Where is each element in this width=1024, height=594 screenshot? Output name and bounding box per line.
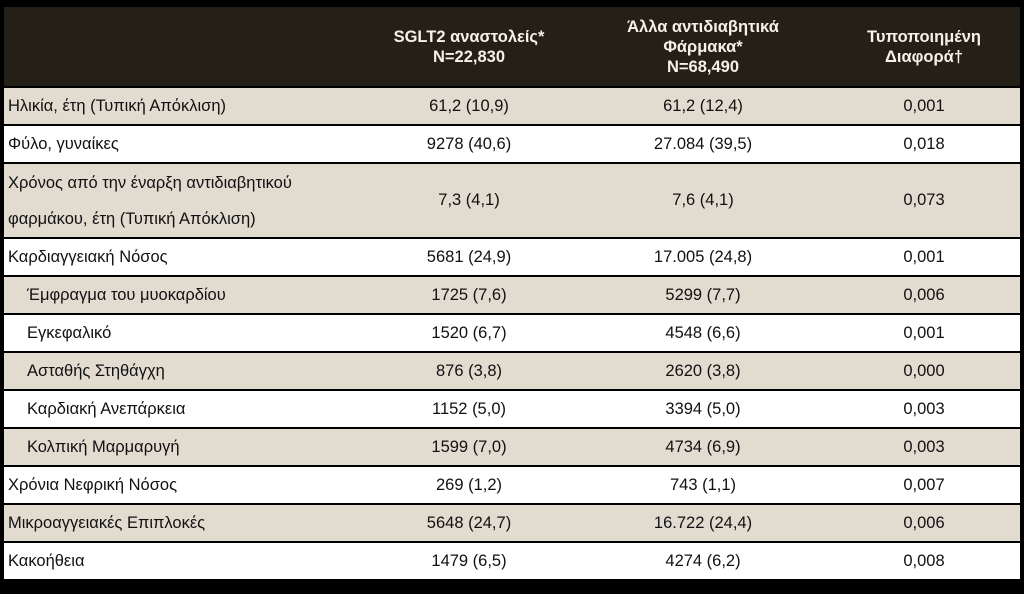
sglt2-value: 876 (3,8) — [360, 351, 578, 390]
table-row: Ηλικία, έτη (Τυπική Απόκλιση) 61,2 (10,9… — [4, 86, 1020, 125]
table-header-row: SGLT2 αναστολείς* N=22,830 Άλλα αντιδιαβ… — [4, 7, 1020, 88]
other-value: 61,2 (12,4) — [578, 86, 828, 125]
header-diff-column: Τυποποιημένη Διαφορά† — [828, 7, 1020, 88]
table-row: Ασταθής Στηθάγχη 876 (3,8) 2620 (3,8) 0,… — [4, 351, 1020, 390]
row-label: Ηλικία, έτη (Τυπική Απόκλιση) — [4, 86, 360, 125]
table-row: Μικροαγγειακές Επιπλοκές 5648 (24,7) 16.… — [4, 503, 1020, 542]
row-label: Χρόνος από την έναρξη αντιδιαβητικού φαρ… — [4, 162, 360, 238]
sglt2-value: 269 (1,2) — [360, 465, 578, 504]
diff-value: 0,008 — [828, 541, 1020, 579]
sglt2-value: 1725 (7,6) — [360, 275, 578, 314]
sglt2-value: 5648 (24,7) — [360, 503, 578, 542]
sglt2-value: 61,2 (10,9) — [360, 86, 578, 125]
other-value: 7,6 (4,1) — [578, 162, 828, 238]
diff-value: 0,006 — [828, 275, 1020, 314]
table-row: Κολπική Μαρμαρυγή 1599 (7,0) 4734 (6,9) … — [4, 427, 1020, 466]
row-label: Κακοήθεια — [4, 541, 360, 579]
other-value: 27.084 (39,5) — [578, 124, 828, 163]
table-row: Χρόνος από την έναρξη αντιδιαβητικού φαρ… — [4, 162, 1020, 238]
other-value: 2620 (3,8) — [578, 351, 828, 390]
header-label-column — [4, 7, 360, 88]
header-sglt2-n: N=22,830 — [432, 47, 506, 66]
row-label-line1: Χρόνος από την έναρξη αντιδιαβητικού — [8, 173, 292, 192]
diff-value: 0,001 — [828, 237, 1020, 276]
diff-value: 0,073 — [828, 162, 1020, 238]
diff-value: 0,001 — [828, 86, 1020, 125]
sglt2-value: 1152 (5,0) — [360, 389, 578, 428]
header-diff-title-line1: Τυποποιημένη — [867, 27, 981, 46]
sglt2-value: 1479 (6,5) — [360, 541, 578, 579]
table-row: Εγκεφαλικό 1520 (6,7) 4548 (6,6) 0,001 — [4, 313, 1020, 352]
diff-value: 0,007 — [828, 465, 1020, 504]
row-label: Μικροαγγειακές Επιπλοκές — [4, 503, 360, 542]
diff-value: 0,003 — [828, 427, 1020, 466]
sglt2-value: 7,3 (4,1) — [360, 162, 578, 238]
other-value: 4274 (6,2) — [578, 541, 828, 579]
other-value: 4548 (6,6) — [578, 313, 828, 352]
other-value: 17.005 (24,8) — [578, 237, 828, 276]
baseline-characteristics-table: SGLT2 αναστολείς* N=22,830 Άλλα αντιδιαβ… — [4, 7, 1020, 579]
other-value: 743 (1,1) — [578, 465, 828, 504]
other-value: 5299 (7,7) — [578, 275, 828, 314]
table-row: Κακοήθεια 1479 (6,5) 4274 (6,2) 0,008 — [4, 541, 1020, 579]
table-container: SGLT2 αναστολείς* N=22,830 Άλλα αντιδιαβ… — [0, 7, 1024, 594]
header-other-title-line2: Φάρμακα* — [663, 37, 743, 56]
header-other-column: Άλλα αντιδιαβητικά Φάρμακα* N=68,490 — [578, 7, 828, 88]
diff-value: 0,018 — [828, 124, 1020, 163]
row-label: Χρόνια Νεφρική Νόσος — [4, 465, 360, 504]
sglt2-value: 5681 (24,9) — [360, 237, 578, 276]
row-label-line2: φαρμάκου, έτη (Τυπική Απόκλιση) — [8, 209, 256, 228]
header-other-title-line1: Άλλα αντιδιαβητικά — [627, 17, 779, 36]
row-label: Ασταθής Στηθάγχη — [4, 351, 360, 390]
diff-value: 0,001 — [828, 313, 1020, 352]
row-label: Καρδιακή Ανεπάρκεια — [4, 389, 360, 428]
table-row: Χρόνια Νεφρική Νόσος 269 (1,2) 743 (1,1)… — [4, 465, 1020, 504]
row-label: Καρδιαγγειακή Νόσος — [4, 237, 360, 276]
header-other-n: N=68,490 — [666, 57, 740, 76]
diff-value: 0,000 — [828, 351, 1020, 390]
table-row: Έμφραγμα του μυοκαρδίου 1725 (7,6) 5299 … — [4, 275, 1020, 314]
other-value: 3394 (5,0) — [578, 389, 828, 428]
table-row: Καρδιακή Ανεπάρκεια 1152 (5,0) 3394 (5,0… — [4, 389, 1020, 428]
sglt2-value: 1520 (6,7) — [360, 313, 578, 352]
table-row: Φύλο, γυναίκες 9278 (40,6) 27.084 (39,5)… — [4, 124, 1020, 163]
header-sglt2-column: SGLT2 αναστολείς* N=22,830 — [360, 7, 578, 88]
other-value: 4734 (6,9) — [578, 427, 828, 466]
row-label: Κολπική Μαρμαρυγή — [4, 427, 360, 466]
diff-value: 0,006 — [828, 503, 1020, 542]
row-label: Έμφραγμα του μυοκαρδίου — [4, 275, 360, 314]
row-label: Εγκεφαλικό — [4, 313, 360, 352]
other-value: 16.722 (24,4) — [578, 503, 828, 542]
row-label: Φύλο, γυναίκες — [4, 124, 360, 163]
diff-value: 0,003 — [828, 389, 1020, 428]
header-sglt2-title: SGLT2 αναστολείς* — [393, 27, 545, 46]
sglt2-value: 1599 (7,0) — [360, 427, 578, 466]
sglt2-value: 9278 (40,6) — [360, 124, 578, 163]
header-diff-title-line2: Διαφορά† — [885, 47, 963, 66]
table-row: Καρδιαγγειακή Νόσος 5681 (24,9) 17.005 (… — [4, 237, 1020, 276]
